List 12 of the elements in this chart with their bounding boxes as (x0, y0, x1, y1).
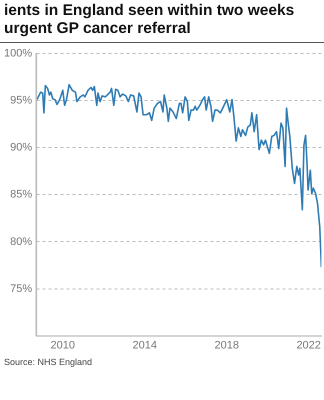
x-tick-label: 2018 (214, 339, 239, 352)
chart-title: ients in England seen within two weeks urgent GP cancer referral (0, 0, 324, 43)
y-tick-label: 100% (4, 48, 32, 60)
x-tick-label: 2014 (132, 339, 157, 352)
y-tick-label: 90% (10, 142, 32, 154)
y-tick-label: 80% (10, 236, 32, 248)
y-tick-label: 75% (10, 282, 32, 295)
source-note: Source: NHS England (3, 356, 94, 369)
y-tick-label: 85% (10, 188, 32, 201)
x-tick-label: 2022 (296, 339, 321, 352)
x-tick-label: 2010 (50, 339, 76, 352)
y-tick-label: 95% (10, 94, 32, 107)
